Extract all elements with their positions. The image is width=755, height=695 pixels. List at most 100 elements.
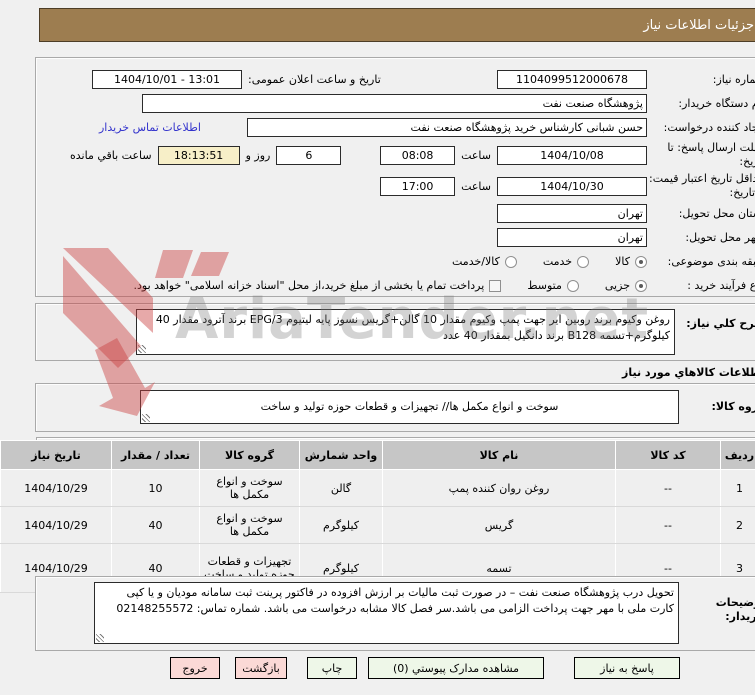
cell-need-date: 1404/10/29 xyxy=(0,507,85,544)
table-row: 1 -- روغن روان کننده پمپ گالن سوخت و انو… xyxy=(0,470,732,507)
radio-icon[interactable] xyxy=(540,280,552,292)
cell-row-number: 1 xyxy=(694,470,732,507)
price-validity-hour-label: ساعت xyxy=(434,180,464,193)
cell-goods-name: روغن روان کننده پمپ xyxy=(356,470,589,507)
row-creator: ایجاد کننده درخواست: حسن شبانی کارشناس خ… xyxy=(17,116,738,139)
action-buttons-bar: پاسخ به نیاز مشاهده مدارک پیوستي (0) چاپ… xyxy=(0,657,755,681)
goods-group-panel: گروه کالا: سوخت و انواع مکمل ها// تجهیزا… xyxy=(8,383,747,432)
process-option-minor[interactable]: جزیی xyxy=(578,279,620,292)
process-type-label: نوع فرآیند خرید : xyxy=(620,279,738,293)
page-title: جزئیات اطلاعات نیاز xyxy=(616,18,727,33)
radio-icon[interactable] xyxy=(550,256,562,268)
buyer-org-field[interactable]: پژوهشگاه صنعت نفت xyxy=(115,94,620,113)
radio-selected-icon[interactable] xyxy=(608,256,620,268)
need-number-label: شماره نیاز: xyxy=(620,73,738,87)
deadline-date-field[interactable]: 1404/10/08 xyxy=(470,146,620,165)
row-city: شهر محل تحویل: تهران xyxy=(17,226,738,249)
goods-table: ردیف کد کالا نام کالا واحد شمارش گروه کا… xyxy=(0,440,732,593)
exit-button[interactable]: خروج xyxy=(143,657,193,679)
price-validity-time-field[interactable]: 17:00 xyxy=(353,177,428,196)
classification-option-goods-service-label: کالا/خدمت xyxy=(425,255,473,268)
buyer-notes-text: تحویل درب پژوهشگاه صنعت نفت – در صورت ثب… xyxy=(89,586,647,615)
remaining-days-label: روز و xyxy=(219,149,244,162)
remaining-suffix-label: ساعت باقي مانده xyxy=(43,149,125,162)
cell-goods-name: گریس xyxy=(356,507,589,544)
page-title-bar: جزئیات اطلاعات نیاز xyxy=(12,8,742,42)
province-field[interactable]: تهران xyxy=(470,204,620,223)
creator-field[interactable]: حسن شبانی کارشناس خرید پژوهشگاه صنعت نفت xyxy=(220,118,620,137)
row-need-number: شماره نیاز: 1104099512000678 تاریخ و ساع… xyxy=(17,68,738,91)
cell-quantity: 40 xyxy=(85,507,173,544)
radio-icon[interactable] xyxy=(478,256,490,268)
row-process-type: نوع فرآیند خرید : جزیی متوسط پرداخت تمام… xyxy=(17,274,738,297)
resize-grip-icon[interactable] xyxy=(69,634,77,642)
classification-label: طبقه بندی موضوعی: xyxy=(620,255,738,269)
goods-section-header: اطلاعات كالاهاي مورد نياز xyxy=(595,366,737,379)
cell-goods-group: سوخت و انواع مکمل ها xyxy=(173,507,273,544)
cell-quantity: 10 xyxy=(85,470,173,507)
creator-label: ایجاد کننده درخواست: xyxy=(620,121,738,135)
checkbox-icon[interactable] xyxy=(462,280,474,292)
goods-group-text: سوخت و انواع مکمل ها// تجهیزات و قطعات ح… xyxy=(234,399,532,415)
cell-unit: گالن xyxy=(273,470,356,507)
classification-option-goods[interactable]: کالا xyxy=(588,255,620,268)
price-validity-date-field[interactable]: 1404/10/30 xyxy=(470,177,620,196)
buyer-org-label: نام دستگاه خریدار: xyxy=(620,97,738,111)
back-button[interactable]: بازگشت xyxy=(208,657,260,679)
resize-grip-icon[interactable] xyxy=(115,414,123,422)
province-label: استان محل تحویل: xyxy=(620,207,738,221)
col-header-row-number: ردیف xyxy=(694,441,732,470)
goods-table-panel: ردیف کد کالا نام کالا واحد شمارش گروه کا… xyxy=(9,437,735,572)
process-option-minor-label: جزیی xyxy=(578,279,603,292)
general-description-textarea[interactable]: روغن وکیوم برند روبین ایر جهت پمپ وکیوم … xyxy=(109,309,648,355)
classification-option-service-label: خدمت xyxy=(516,255,545,268)
remaining-days-field[interactable]: 6 xyxy=(249,146,314,165)
cell-unit: کیلوگرم xyxy=(273,507,356,544)
col-header-quantity: تعداد / مقدار xyxy=(85,441,173,470)
cell-goods-group: سوخت و انواع مکمل ها xyxy=(173,470,273,507)
print-button[interactable]: چاپ xyxy=(280,657,330,679)
buyer-notes-panel: توضیحات خریدار: تحویل درب پژوهشگاه صنعت … xyxy=(8,576,747,651)
radio-selected-icon[interactable] xyxy=(608,280,620,292)
treasury-payment-checkbox[interactable]: پرداخت تمام یا بخشی از مبلغ خرید،از محل … xyxy=(107,279,475,292)
need-number-field[interactable]: 1104099512000678 xyxy=(470,70,620,89)
row-price-validity: حداقل تاریخ اعتبار قیمت: تا تاریخ: 1404/… xyxy=(17,171,738,201)
price-validity-label: حداقل تاریخ اعتبار قیمت: تا تاریخ: xyxy=(620,172,738,200)
general-description-label: شرح كلي نياز: xyxy=(648,309,738,331)
view-attached-docs-button[interactable]: مشاهده مدارک پیوستي (0) xyxy=(341,657,517,679)
goods-group-label: گروه کالا: xyxy=(652,390,738,414)
resize-grip-icon[interactable] xyxy=(111,345,119,353)
buyer-notes-textarea[interactable]: تحویل درب پژوهشگاه صنعت نفت – در صورت ثب… xyxy=(67,582,652,644)
row-province: استان محل تحویل: تهران xyxy=(17,202,738,225)
classification-option-goods-label: کالا xyxy=(588,255,603,268)
cell-need-date: 1404/10/29 xyxy=(0,470,85,507)
city-field[interactable]: تهران xyxy=(470,228,620,247)
remaining-time-field[interactable]: 18:13:51 xyxy=(131,146,213,165)
row-deadline: مهلت ارسال پاسخ: تا تاریخ: 1404/10/08 سا… xyxy=(17,140,738,170)
classification-option-service[interactable]: خدمت xyxy=(516,255,562,268)
process-option-medium-label: متوسط xyxy=(500,279,535,292)
cell-goods-code: -- xyxy=(589,470,694,507)
classification-option-goods-service[interactable]: کالا/خدمت xyxy=(425,255,490,268)
cell-goods-code: -- xyxy=(589,507,694,544)
table-row: 2 -- گریس کیلوگرم سوخت و انواع مکمل ها 4… xyxy=(0,507,732,544)
respond-to-need-button[interactable]: پاسخ به نیاز xyxy=(547,657,653,679)
goods-group-textarea[interactable]: سوخت و انواع مکمل ها// تجهیزات و قطعات ح… xyxy=(113,390,652,424)
col-header-goods-group: گروه کالا xyxy=(173,441,273,470)
treasury-payment-checkbox-label: پرداخت تمام یا بخشی از مبلغ خرید،از محل … xyxy=(107,279,458,292)
cell-row-number: 2 xyxy=(694,507,732,544)
deadline-time-field[interactable]: 08:08 xyxy=(353,146,428,165)
deadline-label: مهلت ارسال پاسخ: تا تاریخ: xyxy=(620,141,738,169)
general-description-panel: شرح كلي نياز: روغن وکیوم برند روبین ایر … xyxy=(8,303,747,361)
general-description-text: روغن وکیوم برند روبین ایر جهت پمپ وکیوم … xyxy=(129,313,643,342)
col-header-need-date: تاریخ نیاز xyxy=(0,441,85,470)
deadline-hour-label: ساعت xyxy=(434,149,464,162)
row-classification: طبقه بندی موضوعی: کالا خدمت کالا/خدمت xyxy=(17,250,738,273)
row-buyer-org: نام دستگاه خریدار: پژوهشگاه صنعت نفت xyxy=(17,92,738,115)
col-header-goods-name: نام کالا xyxy=(356,441,589,470)
col-header-unit: واحد شمارش xyxy=(273,441,356,470)
buyer-contact-link[interactable]: اطلاعات تماس خریدار xyxy=(72,121,174,134)
process-option-medium[interactable]: متوسط xyxy=(500,279,552,292)
announce-datetime-field[interactable]: 1404/10/01 - 13:01 xyxy=(65,70,215,89)
goods-table-header-row: ردیف کد کالا نام کالا واحد شمارش گروه کا… xyxy=(0,441,732,470)
